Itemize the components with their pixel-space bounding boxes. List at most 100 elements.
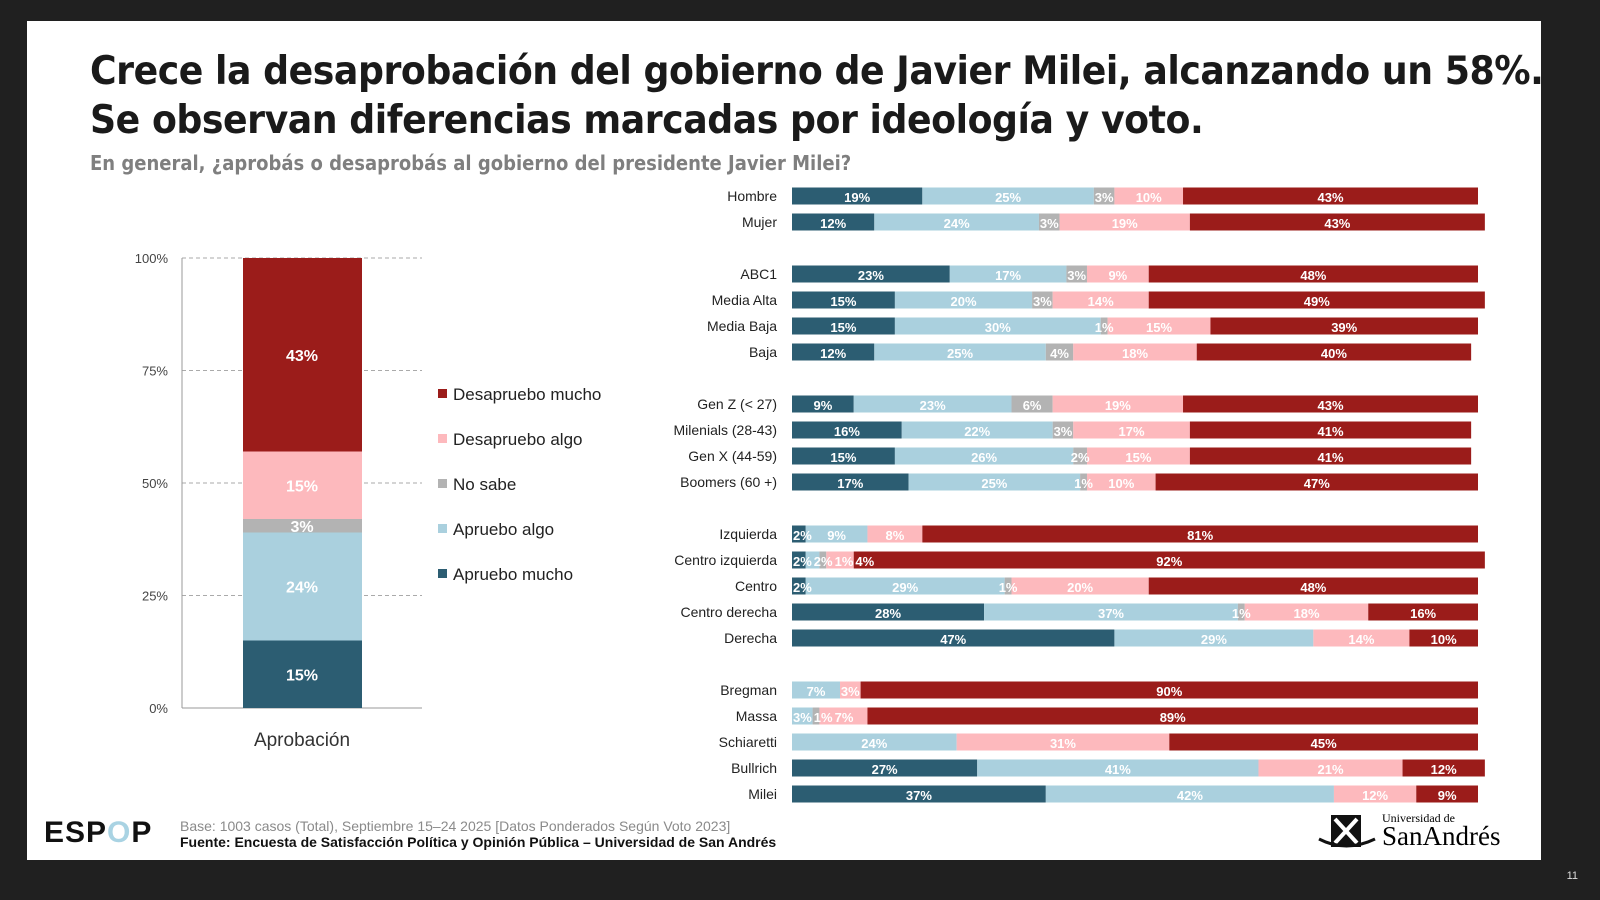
data-label: 12%	[1431, 762, 1457, 777]
bar-segment	[792, 603, 985, 621]
bar-segment	[792, 187, 923, 205]
data-label: 1%	[814, 710, 833, 725]
bar-segment	[1107, 317, 1211, 335]
data-label: 47%	[1304, 476, 1330, 491]
bar-segment	[1011, 395, 1053, 413]
data-label: 39%	[1331, 320, 1357, 335]
row-label: Derecha	[724, 630, 777, 646]
data-label: 81%	[1187, 528, 1213, 543]
bar-segment	[792, 629, 1115, 647]
data-label: 92%	[1156, 554, 1182, 569]
data-label: 31%	[1050, 736, 1076, 751]
data-label: 48%	[1300, 580, 1326, 595]
data-label: 89%	[1160, 710, 1186, 725]
y-tick-label: 50%	[142, 476, 168, 491]
row-label: Milenials (28-43)	[674, 422, 777, 438]
legend-swatch	[438, 569, 447, 578]
bar-segment	[1148, 291, 1485, 309]
bar-segment	[1409, 629, 1478, 647]
bar-segment	[1189, 421, 1472, 439]
data-label: 37%	[906, 788, 932, 803]
bar-segment	[1368, 603, 1478, 621]
bar-segment	[792, 447, 895, 465]
bar-segment	[243, 258, 362, 452]
data-label: 1%	[1074, 476, 1093, 491]
data-label: 18%	[1122, 346, 1148, 361]
data-label: 90%	[1156, 684, 1182, 699]
data-label: 30%	[985, 320, 1011, 335]
bar-segment	[1100, 317, 1108, 335]
y-tick-label: 100%	[135, 251, 169, 266]
bar-segment	[1114, 629, 1314, 647]
bar-segment	[1333, 785, 1417, 803]
data-label: 8%	[886, 528, 905, 543]
data-label: 3%	[1067, 268, 1086, 283]
data-label: 16%	[834, 424, 860, 439]
bar-segment	[1189, 213, 1485, 231]
legend-swatch	[438, 389, 447, 398]
data-label: 48%	[1300, 268, 1326, 283]
row-label: Bullrich	[731, 760, 777, 776]
data-label: 29%	[1201, 632, 1227, 647]
data-label: 9%	[813, 398, 832, 413]
data-label: 7%	[835, 710, 854, 725]
bar-segment	[1073, 421, 1190, 439]
row-label: Izquierda	[719, 526, 777, 542]
data-label: 23%	[920, 398, 946, 413]
bar-segment	[1093, 187, 1115, 205]
bar-segment	[1086, 265, 1149, 283]
data-label: 10%	[1136, 190, 1162, 205]
data-label: 43%	[1317, 398, 1343, 413]
bar-segment	[819, 551, 827, 569]
data-label: 1%	[1232, 606, 1251, 621]
row-label: Schiaretti	[719, 734, 777, 750]
bar-segment	[792, 343, 875, 361]
bar-segment	[792, 551, 806, 569]
bar-segment	[1313, 629, 1410, 647]
bar-segment	[853, 395, 1012, 413]
legend-label: Desapruebo algo	[453, 430, 582, 449]
question-subtitle: En general, ¿aprobás o desaprobás al gob…	[90, 151, 852, 175]
bar-segment	[1244, 603, 1369, 621]
bar-segment	[1052, 395, 1184, 413]
data-label: 1%	[1095, 320, 1114, 335]
bar-segment	[840, 681, 861, 699]
data-label: 3%	[793, 710, 812, 725]
bar-segment	[860, 681, 1478, 699]
data-label: 23%	[858, 268, 884, 283]
bar-segment	[922, 187, 1094, 205]
bar-segment	[1086, 473, 1156, 491]
data-label: 43%	[1324, 216, 1350, 231]
data-label: 10%	[1431, 632, 1457, 647]
row-label: Bregman	[720, 682, 777, 698]
data-label: 16%	[1410, 606, 1436, 621]
data-label: 7%	[807, 684, 826, 699]
bar-segment	[826, 551, 854, 569]
data-label: 3%	[1040, 216, 1059, 231]
page-number: 11	[1566, 870, 1578, 882]
bar-segment	[1073, 343, 1197, 361]
data-label: 24%	[286, 580, 318, 597]
data-label: 27%	[872, 762, 898, 777]
data-label: 19%	[1112, 216, 1138, 231]
x-category-label: Aprobación	[254, 730, 350, 751]
bar-segment	[867, 707, 1478, 725]
data-label: 15%	[830, 450, 856, 465]
row-label: Gen Z (< 27)	[697, 396, 777, 412]
bar-segment	[792, 707, 813, 725]
data-label: 49%	[1304, 294, 1330, 309]
bar-segment	[1196, 343, 1472, 361]
bar-segment	[949, 265, 1067, 283]
row-label: Centro derecha	[680, 604, 777, 620]
data-label: 15%	[1125, 450, 1151, 465]
row-label: Baja	[749, 344, 777, 360]
bar-segment	[1080, 473, 1087, 491]
bar-segment	[894, 317, 1101, 335]
bar-segment	[1169, 733, 1478, 751]
espop-logo: ESPOP	[44, 816, 153, 849]
bar-segment	[792, 395, 854, 413]
legend-label: No sabe	[453, 475, 516, 494]
data-label: 9%	[1438, 788, 1457, 803]
bar-segment	[812, 707, 820, 725]
bar-segment	[792, 421, 902, 439]
